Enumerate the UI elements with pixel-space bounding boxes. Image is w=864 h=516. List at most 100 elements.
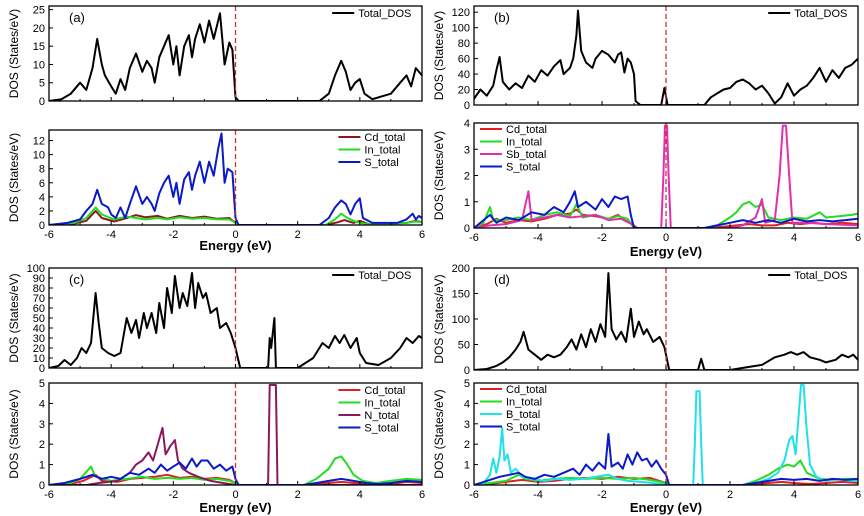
panel-b-bottom: -6 -4 -2 0 2 4 6 0 1 2 3 4 DOS (States/eV) Energy (eV… bbox=[432, 118, 861, 259]
y-tick-label: 60 bbox=[33, 303, 45, 315]
panel-label: (a) bbox=[69, 10, 85, 25]
y-tick-label: 20 bbox=[33, 343, 45, 355]
legend-label: In_total bbox=[506, 397, 542, 409]
y-tick-label: 4 bbox=[39, 192, 45, 204]
series-group bbox=[49, 384, 422, 485]
x-tick-label: 2 bbox=[727, 232, 733, 244]
legend: Total_DOS bbox=[768, 270, 847, 282]
series-line-total-dos bbox=[49, 272, 422, 368]
y-tick-label: 12 bbox=[33, 136, 45, 148]
x-tick-label: 0 bbox=[663, 232, 669, 244]
x-tick-label: 6 bbox=[855, 489, 861, 501]
panel-b-top: 0 20 40 60 80 100 120 DOS (States/eV) (b) Total_D… bbox=[432, 5, 859, 112]
y-axis-label: DOS (States/eV) bbox=[432, 11, 446, 100]
legend-label: Sb_total bbox=[506, 149, 546, 161]
x-tick-label: -6 bbox=[44, 229, 54, 241]
y-axis-label: DOS (States/eV) bbox=[7, 9, 21, 98]
panel-d-bottom: -6 -4 -2 0 2 4 6 0 1 2 3 4 5 DOS (States/eV) Energy (e… bbox=[432, 378, 861, 515]
panel-c-bottom: -6 -4 -2 0 2 4 6 0 1 2 3 4 5 DOS (States/eV) Energy (e… bbox=[7, 378, 425, 515]
series-line-in-total bbox=[49, 206, 422, 225]
series-line-total-dos bbox=[474, 9, 858, 105]
y-tick-label: 0 bbox=[39, 363, 45, 375]
series-line-in-total bbox=[49, 455, 422, 485]
series-line-sb-total bbox=[474, 124, 858, 228]
y-tick-label: 2 bbox=[39, 206, 45, 218]
y-tick-label: 0 bbox=[39, 480, 45, 492]
y-tick-label: 100 bbox=[452, 23, 470, 35]
x-tick-label: -2 bbox=[597, 489, 607, 501]
x-tick-label: -6 bbox=[469, 489, 479, 501]
legend: Total_DOS bbox=[332, 270, 411, 282]
legend-label: Cd_total bbox=[506, 124, 547, 136]
y-tick-label: 10 bbox=[33, 353, 45, 365]
x-tick-label: -2 bbox=[168, 229, 178, 241]
x-tick-label: 0 bbox=[663, 489, 669, 501]
y-tick-label: 20 bbox=[33, 23, 45, 35]
legend-label: S_total bbox=[506, 422, 540, 434]
series-group bbox=[474, 272, 858, 370]
y-tick-label: 120 bbox=[452, 7, 470, 19]
y-tick-label: 0 bbox=[464, 365, 470, 377]
y-tick-label: 0 bbox=[39, 220, 45, 232]
x-tick-label: -6 bbox=[469, 232, 479, 244]
y-tick-label: 2 bbox=[464, 171, 470, 183]
legend-label: Total_DOS bbox=[794, 270, 847, 282]
series-line-s-total bbox=[49, 132, 422, 225]
y-tick-label: 8 bbox=[39, 164, 45, 176]
x-tick-label: -2 bbox=[597, 232, 607, 244]
series-group bbox=[474, 124, 858, 228]
legend-label: In_total bbox=[364, 398, 400, 410]
panel-a-top: 0 5 10 15 20 25 DOS (States/eV) (a) Total_DOS bbox=[7, 5, 423, 108]
x-tick-label: -2 bbox=[168, 489, 178, 501]
legend-label: S_total bbox=[506, 162, 540, 174]
y-tick-label: 10 bbox=[33, 150, 45, 162]
y-tick-label: 0 bbox=[464, 223, 470, 235]
legend-label: Cd_total bbox=[364, 132, 405, 144]
x-tick-label: 4 bbox=[791, 489, 797, 501]
y-tick-label: 4 bbox=[39, 398, 45, 410]
y-tick-label: 40 bbox=[458, 69, 470, 81]
y-tick-label: 100 bbox=[27, 263, 45, 275]
y-tick-label: 150 bbox=[452, 289, 470, 301]
series-line-total-dos bbox=[474, 272, 858, 370]
x-tick-label: -4 bbox=[533, 489, 543, 501]
y-tick-label: 30 bbox=[33, 333, 45, 345]
y-tick-label: 4 bbox=[464, 118, 470, 130]
legend-label: S_total bbox=[364, 423, 398, 435]
y-tick-label: 3 bbox=[39, 419, 45, 431]
series-line-total-dos bbox=[49, 12, 422, 101]
x-axis-label: Energy (eV) bbox=[199, 500, 271, 515]
y-axis-label: DOS (States/eV) bbox=[7, 389, 21, 478]
y-tick-label: 3 bbox=[464, 419, 470, 431]
series-line-n-total bbox=[49, 384, 422, 485]
legend-label: Total_DOS bbox=[358, 270, 411, 282]
series-line-s-total bbox=[49, 457, 422, 485]
x-tick-label: -4 bbox=[106, 489, 116, 501]
x-tick-label: 0 bbox=[232, 229, 238, 241]
y-tick-label: 4 bbox=[464, 398, 470, 410]
panel-d-top: 0 50 100 150 200 DOS (States/eV) (d) Total_DOS bbox=[432, 263, 859, 377]
x-tick-label: 6 bbox=[419, 229, 425, 241]
y-tick-label: 40 bbox=[33, 323, 45, 335]
legend-label: Cd_total bbox=[364, 385, 405, 397]
legend-label: In_total bbox=[506, 137, 542, 149]
y-tick-label: 80 bbox=[458, 38, 470, 50]
x-axis-label: Energy (eV) bbox=[630, 244, 702, 259]
series-line-s-total bbox=[474, 190, 858, 228]
legend-label: In_total bbox=[364, 145, 400, 157]
legend-label: B_total bbox=[506, 409, 540, 421]
legend-label: S_total bbox=[364, 157, 398, 169]
legend: Total_DOS bbox=[332, 8, 411, 20]
y-tick-label: 1 bbox=[464, 460, 470, 472]
x-tick-label: -4 bbox=[533, 232, 543, 244]
y-tick-label: 2 bbox=[39, 439, 45, 451]
legend: Total_DOS bbox=[768, 8, 847, 20]
series-group bbox=[49, 272, 422, 368]
y-tick-label: 6 bbox=[39, 178, 45, 190]
y-tick-label: 200 bbox=[452, 263, 470, 275]
y-axis-label: DOS (States/eV) bbox=[432, 131, 446, 220]
x-axis-label: Energy (eV) bbox=[630, 500, 702, 515]
